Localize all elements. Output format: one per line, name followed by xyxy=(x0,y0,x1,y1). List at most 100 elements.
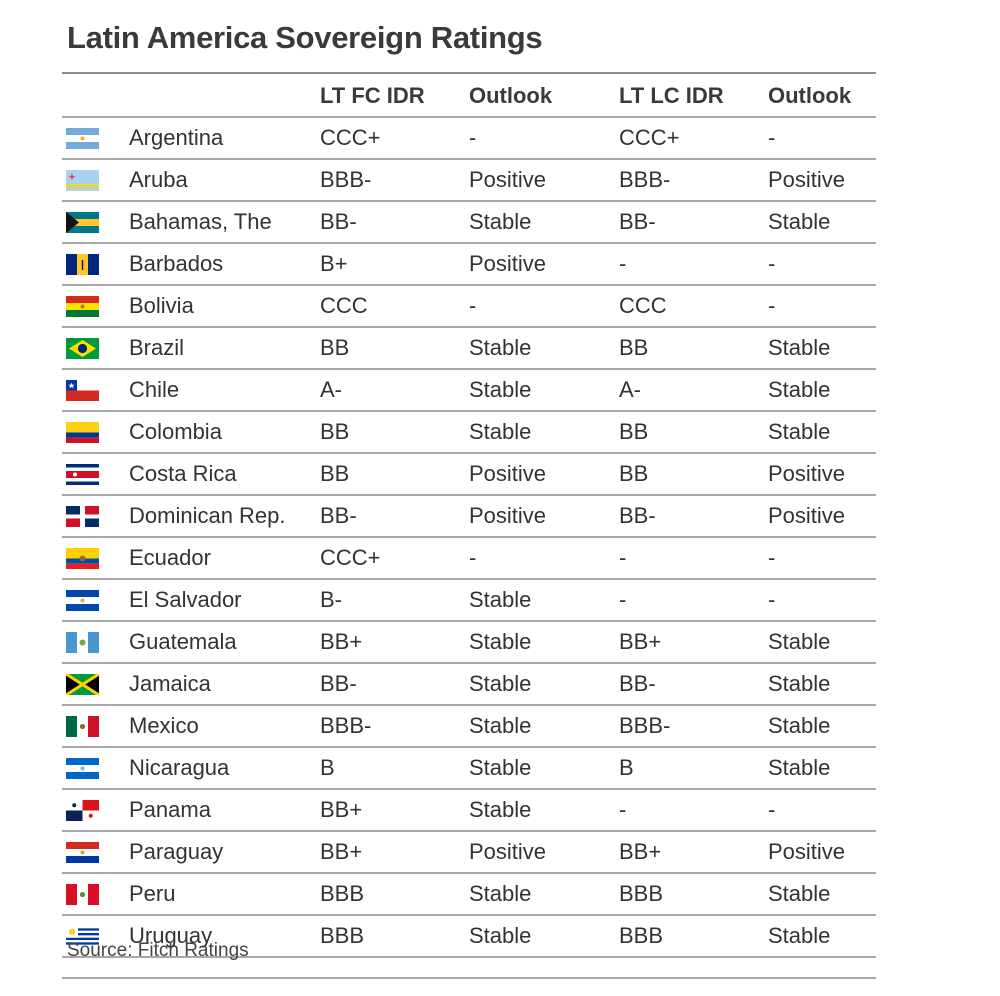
country-name: Mexico xyxy=(129,713,199,738)
fc-outlook-value: Stable xyxy=(469,881,532,906)
lt-fc-idr-value: CCC xyxy=(320,293,368,318)
lt-lc-idr-value: BB- xyxy=(619,671,656,696)
brazil-flag-icon xyxy=(66,338,99,359)
header-lc-outlook: Outlook xyxy=(768,83,852,108)
lc-outlook-value: Stable xyxy=(768,713,831,738)
lt-lc-idr-value: BB- xyxy=(619,503,656,528)
lt-lc-idr-value: - xyxy=(619,797,627,822)
table-row: Mexico BBB- Stable BBB- Stable xyxy=(62,706,876,748)
fc-outlook-value: Stable xyxy=(469,797,532,822)
country-name: Peru xyxy=(129,881,176,906)
table-top-rule xyxy=(62,72,876,74)
jamaica-flag-icon xyxy=(66,674,99,695)
lt-lc-idr-value: BB+ xyxy=(619,629,662,654)
country-name: Guatemala xyxy=(129,629,237,654)
fc-outlook-value: Stable xyxy=(469,587,532,612)
el-salvador-flag-icon xyxy=(66,590,99,611)
fc-outlook-value: Stable xyxy=(469,713,532,738)
table-row: Jamaica BB- Stable BB- Stable xyxy=(62,664,876,706)
lc-outlook-value: Stable xyxy=(768,881,831,906)
fc-outlook-value: Stable xyxy=(469,671,532,696)
lc-outlook-value: - xyxy=(768,797,776,822)
table-row: Uruguay BBB Stable BBB Stable xyxy=(62,916,876,958)
lt-lc-idr-value: BB xyxy=(619,335,649,360)
table-row: Ecuador CCC+ - - - xyxy=(62,538,876,580)
lt-lc-idr-value: - xyxy=(619,251,627,276)
fc-outlook-value: Stable xyxy=(469,923,532,948)
table-row: Costa Rica BB Positive BB Positive xyxy=(62,454,876,496)
barbados-flag-icon xyxy=(66,254,99,275)
country-name: Uruguay xyxy=(129,923,213,948)
country-name: Bahamas, The xyxy=(129,209,272,234)
fc-outlook-value: Positive xyxy=(469,251,547,276)
fc-outlook-value: Stable xyxy=(469,419,532,444)
table-row: Brazil BB Stable BB Stable xyxy=(62,328,876,370)
lc-outlook-value: - xyxy=(768,293,776,318)
lt-lc-idr-value: - xyxy=(619,587,627,612)
fc-outlook-value: Positive xyxy=(469,167,547,192)
lc-outlook-value: - xyxy=(768,251,776,276)
lc-outlook-value: Stable xyxy=(768,629,831,654)
country-name: Paraguay xyxy=(129,839,224,864)
lc-outlook-value: Positive xyxy=(768,461,846,486)
country-name: Barbados xyxy=(129,251,224,276)
lc-outlook-value: - xyxy=(768,125,776,150)
country-name: Brazil xyxy=(129,335,185,360)
table-row: Bahamas, The BB- Stable BB- Stable xyxy=(62,202,876,244)
fc-outlook-value: Stable xyxy=(469,755,532,780)
lt-fc-idr-value: BBB- xyxy=(320,713,372,738)
fc-outlook-value: Stable xyxy=(469,335,532,360)
lt-lc-idr-value: BBB xyxy=(619,923,664,948)
table-row: El Salvador B- Stable - - xyxy=(62,580,876,622)
lt-fc-idr-value: BB- xyxy=(320,503,357,528)
lt-lc-idr-value: BB xyxy=(619,461,649,486)
ecuador-flag-icon xyxy=(66,548,99,569)
country-name: El Salvador xyxy=(129,587,242,612)
bolivia-flag-icon xyxy=(66,296,99,317)
ratings-table: LT FC IDR Outlook LT LC IDR Outlook Arge… xyxy=(62,72,876,958)
table-row: Chile A- Stable A- Stable xyxy=(62,370,876,412)
fc-outlook-value: Stable xyxy=(469,209,532,234)
dominican-republic-flag-icon xyxy=(66,506,99,527)
lc-outlook-value: Positive xyxy=(768,167,846,192)
argentina-flag-icon xyxy=(66,128,99,149)
fc-outlook-value: Positive xyxy=(469,461,547,486)
lt-fc-idr-value: B+ xyxy=(320,251,348,276)
fc-outlook-value: Stable xyxy=(469,629,532,654)
fc-outlook-value: - xyxy=(469,293,477,318)
lt-lc-idr-value: - xyxy=(619,545,627,570)
peru-flag-icon xyxy=(66,884,99,905)
lt-lc-idr-value: BB xyxy=(619,419,649,444)
mexico-flag-icon xyxy=(66,716,99,737)
fc-outlook-value: Positive xyxy=(469,503,547,528)
country-name: Colombia xyxy=(129,419,222,444)
lt-lc-idr-value: BB+ xyxy=(619,839,662,864)
lt-lc-idr-value: A- xyxy=(619,377,641,402)
costa-rica-flag-icon xyxy=(66,464,99,485)
paraguay-flag-icon xyxy=(66,842,99,863)
fc-outlook-value: - xyxy=(469,125,477,150)
lc-outlook-value: Stable xyxy=(768,923,831,948)
fc-outlook-value: Positive xyxy=(469,839,547,864)
bottom-rule xyxy=(62,977,876,979)
lt-lc-idr-value: CCC xyxy=(619,293,667,318)
lt-fc-idr-value: BB- xyxy=(320,209,357,234)
lc-outlook-value: - xyxy=(768,545,776,570)
table-row: Aruba BBB- Positive BBB- Positive xyxy=(62,160,876,202)
lt-lc-idr-value: BBB xyxy=(619,881,664,906)
page-title: Latin America Sovereign Ratings xyxy=(67,20,543,55)
header-lt-fc-idr: LT FC IDR xyxy=(320,83,425,108)
country-name: Panama xyxy=(129,797,211,822)
lc-outlook-value: Stable xyxy=(768,335,831,360)
table-row: Dominican Rep. BB- Positive BB- Positive xyxy=(62,496,876,538)
panama-flag-icon xyxy=(66,800,99,821)
nicaragua-flag-icon xyxy=(66,758,99,779)
bahamas-flag-icon xyxy=(66,212,99,233)
table-row: Peru BBB Stable BBB Stable xyxy=(62,874,876,916)
lt-fc-idr-value: BB+ xyxy=(320,839,363,864)
lc-outlook-value: Stable xyxy=(768,377,831,402)
lt-fc-idr-value: CCC+ xyxy=(320,125,381,150)
country-name: Dominican Rep. xyxy=(129,503,286,528)
lt-fc-idr-value: CCC+ xyxy=(320,545,381,570)
country-name: Aruba xyxy=(129,167,188,192)
